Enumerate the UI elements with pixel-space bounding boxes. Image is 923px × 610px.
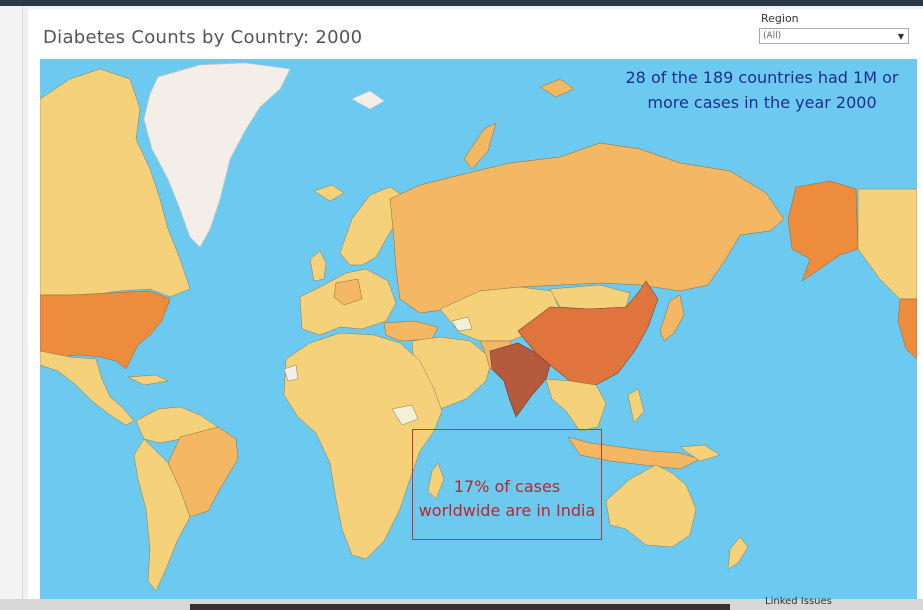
region-alaska[interactable] [787, 180, 859, 282]
left-gutter [0, 6, 23, 610]
region-central-asia-pale[interactable] [451, 316, 473, 332]
region-canada-east[interactable] [857, 188, 917, 300]
india-annotation-text: 17% of cases worldwide are in India [412, 475, 602, 523]
region-filter-select[interactable]: (All) ▼ [759, 28, 909, 44]
region-uk[interactable] [309, 250, 327, 282]
dashboard: Diabetes Counts by Country: 2000 Region … [28, 9, 923, 599]
region-caribbean[interactable] [127, 374, 169, 386]
linked-issues-link[interactable]: Linked Issues [765, 596, 832, 607]
region-usa-west[interactable] [897, 298, 917, 360]
region-mongolia[interactable] [549, 284, 631, 310]
dropdown-arrow-icon[interactable]: ▼ [897, 32, 904, 41]
india-annotation-line2: worldwide are in India [418, 501, 596, 520]
choropleth-map[interactable]: 28 of the 189 countries had 1M or more c… [40, 59, 917, 599]
region-filter-label: Region [761, 12, 799, 25]
region-turkey[interactable] [383, 320, 439, 342]
region-south-america-south[interactable] [133, 438, 191, 592]
region-philippines[interactable] [627, 388, 645, 424]
region-australia[interactable] [605, 464, 697, 548]
region-japan[interactable] [659, 294, 685, 342]
region-africa[interactable] [283, 332, 443, 560]
region-new-guinea[interactable] [679, 444, 721, 462]
region-russia[interactable] [389, 142, 785, 314]
region-china[interactable] [517, 280, 659, 386]
map-svg [40, 62, 917, 592]
india-annotation-line1: 17% of cases [453, 477, 561, 496]
region-madagascar[interactable] [427, 462, 445, 500]
bottom-taskbar [190, 604, 730, 610]
region-india[interactable] [489, 342, 551, 418]
annotation-top-line2: more cases in the year 2000 [647, 93, 877, 112]
region-se-asia[interactable] [545, 378, 607, 432]
region-west-africa-pale[interactable] [283, 364, 299, 382]
annotation-top-line1: 28 of the 189 countries had 1M or [625, 68, 899, 87]
top-bar [0, 0, 923, 6]
region-svalbard[interactable] [351, 90, 385, 110]
region-greenland[interactable] [143, 62, 291, 248]
annotation-top: 28 of the 189 countries had 1M or more c… [612, 65, 912, 115]
region-central-europe[interactable] [333, 278, 363, 306]
region-iceland[interactable] [313, 184, 345, 202]
region-new-zealand[interactable] [727, 536, 749, 570]
region-novaya-zemlya[interactable] [463, 122, 497, 170]
region-africa-pale[interactable] [391, 404, 419, 426]
region-filter-value: (All) [763, 31, 782, 41]
region-siberian-islands[interactable] [539, 78, 575, 98]
region-mexico[interactable] [40, 350, 135, 426]
india-annotation-box [412, 429, 602, 540]
page-title: Diabetes Counts by Country: 2000 [43, 27, 363, 48]
